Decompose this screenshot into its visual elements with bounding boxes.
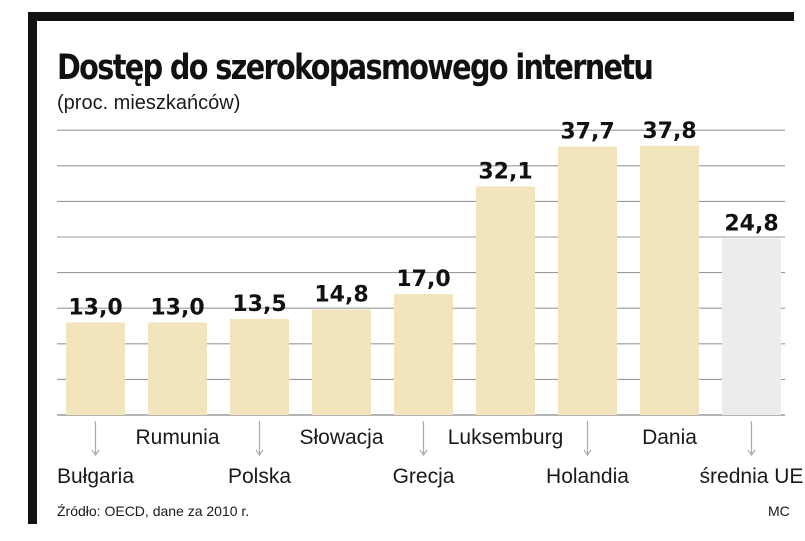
value-label-9: 24,8 — [724, 211, 778, 236]
bar-1 — [66, 322, 125, 415]
category-label-1: Bułgaria — [57, 465, 134, 488]
leader-arrow-1 — [91, 449, 100, 457]
value-label-2: 13,0 — [150, 295, 204, 320]
value-label-3: 13,5 — [232, 292, 286, 317]
value-label-7: 37,7 — [560, 120, 614, 145]
bar-8 — [640, 145, 699, 415]
bar-6 — [476, 186, 535, 415]
value-label-8: 37,8 — [642, 119, 696, 144]
author-credit: MC — [768, 503, 790, 519]
bar-9 — [722, 238, 781, 415]
source-note: Źródło: OECD, dane za 2010 r. — [57, 503, 250, 519]
bar-2 — [148, 322, 207, 415]
category-label-3: Polska — [228, 465, 291, 488]
frame-left-border — [28, 12, 37, 524]
leader-arrow-7 — [583, 449, 592, 457]
category-label-6: Luksemburg — [448, 426, 564, 449]
category-leader-lines — [91, 421, 756, 457]
category-label-4: Słowacja — [299, 426, 383, 449]
leader-arrow-3 — [255, 449, 264, 457]
category-label-2: Rumunia — [135, 426, 219, 449]
value-label-5: 17,0 — [396, 267, 450, 292]
value-label-1: 13,0 — [68, 295, 122, 320]
value-label-6: 32,1 — [478, 159, 532, 184]
value-labels: 13,0 13,0 13,5 14,8 17,0 32,1 37,7 37,8 24,8 — [68, 119, 778, 321]
bar-7 — [558, 146, 617, 416]
category-label-8: Dania — [642, 426, 697, 449]
value-label-4: 14,8 — [314, 283, 368, 308]
category-label-5: Grecja — [393, 465, 455, 488]
bars — [66, 145, 781, 416]
bar-4 — [312, 309, 371, 415]
leader-arrow-9 — [747, 449, 756, 457]
frame-top-border — [28, 12, 794, 21]
category-label-9: średnia UE — [700, 465, 804, 488]
bar-5 — [394, 293, 453, 415]
bar-3 — [230, 318, 289, 415]
chart-subtitle: (proc. mieszkańców) — [57, 92, 241, 114]
chart-title: Dostęp do szerokopasmowego internetu — [57, 48, 654, 88]
leader-arrow-5 — [419, 449, 428, 457]
category-label-7: Holandia — [546, 465, 629, 488]
